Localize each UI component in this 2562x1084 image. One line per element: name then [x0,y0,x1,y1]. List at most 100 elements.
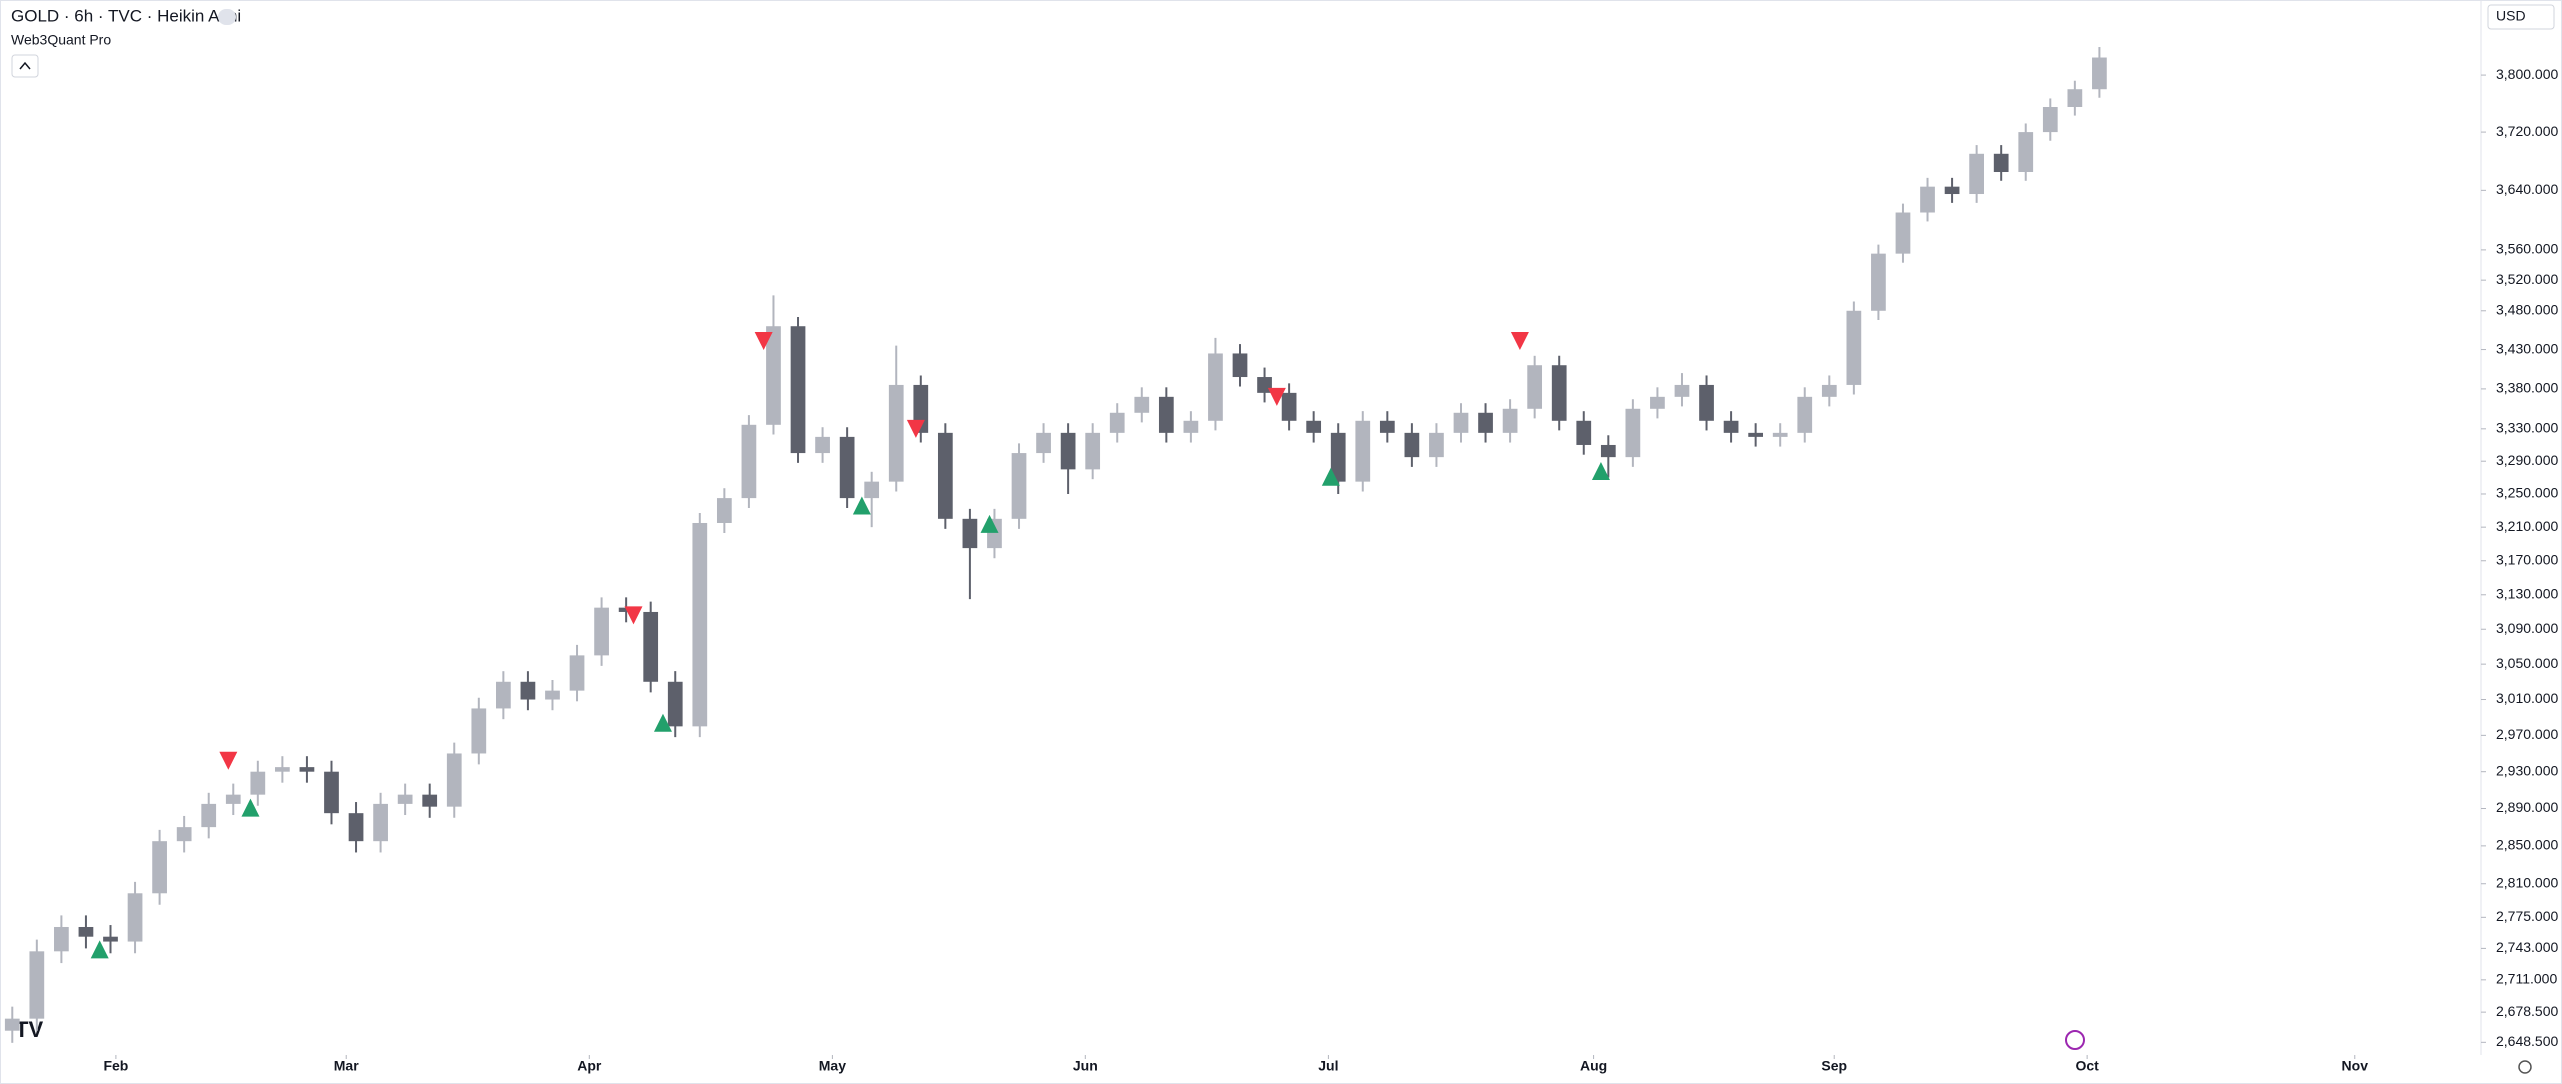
y-tick-label: 3,250.000 [2496,485,2558,501]
candle-body [716,498,732,523]
candle-body [1821,384,1837,397]
indicator-name: Web3Quant Pro [11,32,111,48]
signal-marker [653,713,672,732]
candle-body [864,481,880,499]
candle-body [275,767,290,772]
x-tick-label: May [819,1058,846,1074]
y-tick-label: 2,970.000 [2496,726,2558,742]
candle-body [1772,432,1788,437]
x-tick-label: Oct [2075,1058,2099,1074]
settings-icon[interactable] [2518,1060,2532,1074]
signal-marker [980,514,999,533]
candle-body [1478,412,1493,433]
y-tick-label: 3,050.000 [2496,655,2558,671]
candle-body [1846,310,1862,385]
candle-body [1011,453,1027,519]
y-tick-label: 3,210.000 [2496,518,2558,534]
y-tick-label: 2,850.000 [2496,837,2558,853]
signal-marker [1321,467,1340,486]
candle-body [1085,432,1101,470]
x-tick-label: Feb [103,1058,128,1074]
candle-body [324,771,339,814]
candle-body [1404,432,1420,458]
candle-body [1306,420,1322,433]
lightning-icon[interactable] [2065,1030,2085,1050]
y-tick-label: 3,640.000 [2496,181,2558,197]
signal-marker [1591,461,1610,480]
candle-body [103,936,118,942]
y-tick-label: 2,930.000 [2496,762,2558,778]
signal-marker [90,940,109,959]
candle-body [1920,186,1935,213]
signal-marker [906,419,925,438]
candle-body [741,424,757,499]
candle-body [1551,365,1567,421]
y-tick-label: 3,720.000 [2496,123,2558,139]
x-tick-label: Mar [334,1058,359,1074]
signal-marker [241,798,260,817]
y-tick-label: 3,430.000 [2496,340,2558,356]
candle-body [1600,444,1616,458]
candle-body [4,1018,20,1031]
candle-body [1944,186,1960,195]
signal-marker [1267,387,1286,406]
signal-marker [852,496,871,515]
candle-body [1429,432,1444,458]
y-tick-label: 3,330.000 [2496,420,2558,436]
signal-marker [624,606,643,625]
y-tick-label: 3,380.000 [2496,380,2558,396]
y-tick-label: 3,290.000 [2496,452,2558,468]
candle-body [520,681,536,700]
y-tick-label: 2,648.500 [2496,1033,2558,1049]
candle-body [1134,396,1150,413]
title-menu[interactable] [218,9,236,25]
x-tick-label: Jun [1073,1058,1098,1074]
x-tick-label: Aug [1580,1058,1607,1074]
candle-body [1109,412,1125,433]
candle-body [1650,396,1665,409]
candle-body [1036,432,1051,454]
candle-body [422,794,438,807]
candle-body [1895,212,1911,254]
candle-body [1797,396,1813,433]
candle-body [692,522,708,727]
candle-body [1993,153,2009,173]
y-tick-label: 2,775.000 [2496,908,2558,924]
candle-body [618,607,634,612]
candle-body [594,607,609,656]
candle-body [569,655,585,691]
y-tick-label: 2,810.000 [2496,874,2558,890]
candle-body [1330,432,1346,482]
signal-marker [1510,331,1529,350]
y-tick-label: 2,711.000 [2496,971,2557,987]
candle-body [1502,408,1518,433]
y-tick-label: 3,090.000 [2496,620,2558,636]
candle-body [29,951,45,1019]
y-tick-label: 3,800.000 [2496,66,2558,82]
candle-body [78,926,94,937]
candle-body [127,893,143,942]
candle-body [1158,396,1174,433]
candle-body [176,827,192,842]
candle-body [2042,107,2058,133]
candle-body [1748,432,1764,437]
signal-marker [754,331,773,350]
candle-body [888,384,904,482]
candle-body [1232,353,1248,378]
collapse-button[interactable] [11,54,39,78]
y-tick-label: 3,520.000 [2496,271,2558,287]
y-tick-label: 2,743.000 [2496,939,2558,955]
currency-button[interactable] [2487,4,2555,30]
currency: USD [2496,8,2526,24]
candle-body [201,803,217,828]
candle-body [766,326,781,425]
y-tick-label: 3,560.000 [2496,241,2558,257]
candle-body [2067,89,2083,108]
candle-body [1699,384,1714,421]
candle-body [937,432,953,519]
candle-body [1060,432,1076,470]
candle-body [1453,412,1469,433]
candle-body [2018,132,2034,173]
candle-body [1281,392,1297,421]
